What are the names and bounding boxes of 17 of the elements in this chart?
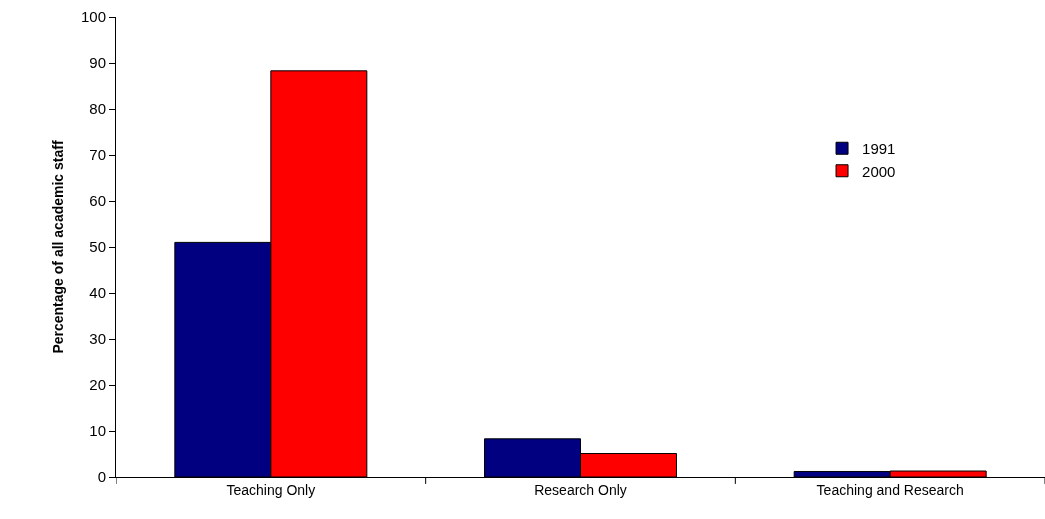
x-tick-label: Teaching and Research [816,481,964,498]
x-tick-label: Research Only [534,481,627,498]
y-axis-title: Percentage of all academic staff [49,140,66,354]
y-tick-label: 100 [80,8,106,26]
y-tick-label: 80 [89,100,106,118]
y-tick-label: 50 [89,238,106,256]
y-tick-label: 10 [89,422,106,440]
x-tick-label: Teaching Only [226,481,316,498]
y-tick-label: 20 [89,376,106,394]
y-tick-label: 60 [89,192,106,210]
y-tick-label: 30 [89,330,106,348]
y-tick-label: 70 [89,146,106,164]
legend-label: 1991 [862,140,896,158]
y-tick-label: 90 [89,54,106,72]
legend-label: 2000 [862,162,896,180]
y-tick-label: 40 [89,284,106,302]
y-tick-label: 0 [97,468,106,486]
